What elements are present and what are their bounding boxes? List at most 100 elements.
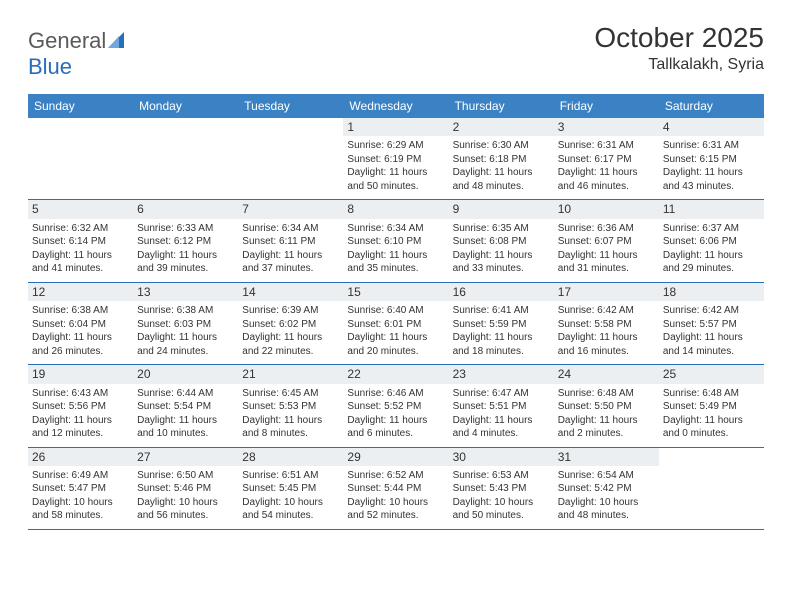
sunset-text: Sunset: 6:02 PM (242, 318, 339, 332)
day-details: Sunrise: 6:37 AMSunset: 6:06 PMDaylight:… (659, 219, 764, 282)
daylight-text: and 46 minutes. (558, 180, 655, 194)
daylight-text: and 41 minutes. (32, 262, 129, 276)
sunrise-text: Sunrise: 6:31 AM (663, 139, 760, 153)
day-cell: 30Sunrise: 6:53 AMSunset: 5:43 PMDayligh… (449, 448, 554, 529)
day-details: Sunrise: 6:47 AMSunset: 5:51 PMDaylight:… (449, 384, 554, 447)
daylight-text: and 0 minutes. (663, 427, 760, 441)
daylight-text: Daylight: 11 hours (558, 166, 655, 180)
sunrise-text: Sunrise: 6:49 AM (32, 469, 129, 483)
sunrise-text: Sunrise: 6:47 AM (453, 387, 550, 401)
daylight-text: and 22 minutes. (242, 345, 339, 359)
daylight-text: Daylight: 11 hours (558, 249, 655, 263)
day-number: 25 (659, 365, 764, 383)
sunrise-text: Sunrise: 6:42 AM (663, 304, 760, 318)
calendar: SundayMondayTuesdayWednesdayThursdayFrid… (28, 94, 764, 530)
day-number: 7 (238, 200, 343, 218)
day-cell: 18Sunrise: 6:42 AMSunset: 5:57 PMDayligh… (659, 283, 764, 364)
sunrise-text: Sunrise: 6:41 AM (453, 304, 550, 318)
sunset-text: Sunset: 5:54 PM (137, 400, 234, 414)
sunset-text: Sunset: 5:50 PM (558, 400, 655, 414)
sunset-text: Sunset: 6:18 PM (453, 153, 550, 167)
day-number (28, 118, 133, 136)
daylight-text: and 2 minutes. (558, 427, 655, 441)
sunrise-text: Sunrise: 6:33 AM (137, 222, 234, 236)
day-cell: 16Sunrise: 6:41 AMSunset: 5:59 PMDayligh… (449, 283, 554, 364)
day-cell: 13Sunrise: 6:38 AMSunset: 6:03 PMDayligh… (133, 283, 238, 364)
day-number: 19 (28, 365, 133, 383)
logo-text: General Blue (28, 28, 128, 80)
daylight-text: and 39 minutes. (137, 262, 234, 276)
daylight-text: Daylight: 11 hours (242, 331, 339, 345)
day-cell: 6Sunrise: 6:33 AMSunset: 6:12 PMDaylight… (133, 200, 238, 281)
daylight-text: and 52 minutes. (347, 509, 444, 523)
day-number: 4 (659, 118, 764, 136)
day-cell: 17Sunrise: 6:42 AMSunset: 5:58 PMDayligh… (554, 283, 659, 364)
sunrise-text: Sunrise: 6:36 AM (558, 222, 655, 236)
sunset-text: Sunset: 6:17 PM (558, 153, 655, 167)
header: General Blue October 2025 Tallkalakh, Sy… (28, 22, 764, 80)
day-cell: 2Sunrise: 6:30 AMSunset: 6:18 PMDaylight… (449, 118, 554, 199)
sunrise-text: Sunrise: 6:53 AM (453, 469, 550, 483)
sunset-text: Sunset: 6:04 PM (32, 318, 129, 332)
daylight-text: and 54 minutes. (242, 509, 339, 523)
sunrise-text: Sunrise: 6:48 AM (663, 387, 760, 401)
day-header-row: SundayMondayTuesdayWednesdayThursdayFrid… (28, 94, 764, 118)
day-number: 10 (554, 200, 659, 218)
title-block: October 2025 Tallkalakh, Syria (594, 22, 764, 74)
daylight-text: and 37 minutes. (242, 262, 339, 276)
day-number: 23 (449, 365, 554, 383)
sunrise-text: Sunrise: 6:35 AM (453, 222, 550, 236)
sunset-text: Sunset: 5:42 PM (558, 482, 655, 496)
daylight-text: and 31 minutes. (558, 262, 655, 276)
day-number: 13 (133, 283, 238, 301)
day-details: Sunrise: 6:36 AMSunset: 6:07 PMDaylight:… (554, 219, 659, 282)
sunset-text: Sunset: 5:46 PM (137, 482, 234, 496)
sunrise-text: Sunrise: 6:46 AM (347, 387, 444, 401)
day-number: 11 (659, 200, 764, 218)
daylight-text: and 14 minutes. (663, 345, 760, 359)
daylight-text: Daylight: 11 hours (558, 414, 655, 428)
sunrise-text: Sunrise: 6:45 AM (242, 387, 339, 401)
sunrise-text: Sunrise: 6:32 AM (32, 222, 129, 236)
logo: General Blue (28, 28, 128, 80)
daylight-text: and 48 minutes. (453, 180, 550, 194)
week-row: 19Sunrise: 6:43 AMSunset: 5:56 PMDayligh… (28, 365, 764, 447)
sail-icon (108, 28, 128, 54)
daylight-text: and 20 minutes. (347, 345, 444, 359)
day-header-cell: Monday (133, 94, 238, 118)
day-details: Sunrise: 6:52 AMSunset: 5:44 PMDaylight:… (343, 466, 448, 529)
day-header-cell: Friday (554, 94, 659, 118)
daylight-text: Daylight: 10 hours (453, 496, 550, 510)
day-details: Sunrise: 6:50 AMSunset: 5:46 PMDaylight:… (133, 466, 238, 529)
daylight-text: Daylight: 10 hours (137, 496, 234, 510)
sunset-text: Sunset: 5:52 PM (347, 400, 444, 414)
day-details: Sunrise: 6:54 AMSunset: 5:42 PMDaylight:… (554, 466, 659, 529)
day-cell: 24Sunrise: 6:48 AMSunset: 5:50 PMDayligh… (554, 365, 659, 446)
day-details: Sunrise: 6:51 AMSunset: 5:45 PMDaylight:… (238, 466, 343, 529)
sunset-text: Sunset: 6:03 PM (137, 318, 234, 332)
day-header-cell: Wednesday (343, 94, 448, 118)
day-details: Sunrise: 6:40 AMSunset: 6:01 PMDaylight:… (343, 301, 448, 364)
sunrise-text: Sunrise: 6:40 AM (347, 304, 444, 318)
daylight-text: Daylight: 11 hours (558, 331, 655, 345)
day-details: Sunrise: 6:29 AMSunset: 6:19 PMDaylight:… (343, 136, 448, 199)
day-cell: 23Sunrise: 6:47 AMSunset: 5:51 PMDayligh… (449, 365, 554, 446)
sunset-text: Sunset: 5:56 PM (32, 400, 129, 414)
sunset-text: Sunset: 6:07 PM (558, 235, 655, 249)
day-number: 30 (449, 448, 554, 466)
day-cell: 28Sunrise: 6:51 AMSunset: 5:45 PMDayligh… (238, 448, 343, 529)
sunrise-text: Sunrise: 6:30 AM (453, 139, 550, 153)
day-number (238, 118, 343, 136)
day-cell: 4Sunrise: 6:31 AMSunset: 6:15 PMDaylight… (659, 118, 764, 199)
day-number: 2 (449, 118, 554, 136)
day-cell: 7Sunrise: 6:34 AMSunset: 6:11 PMDaylight… (238, 200, 343, 281)
empty-cell (133, 118, 238, 199)
daylight-text: and 56 minutes. (137, 509, 234, 523)
daylight-text: Daylight: 11 hours (453, 414, 550, 428)
day-number: 22 (343, 365, 448, 383)
daylight-text: Daylight: 11 hours (32, 331, 129, 345)
day-details: Sunrise: 6:44 AMSunset: 5:54 PMDaylight:… (133, 384, 238, 447)
day-details: Sunrise: 6:46 AMSunset: 5:52 PMDaylight:… (343, 384, 448, 447)
day-details: Sunrise: 6:53 AMSunset: 5:43 PMDaylight:… (449, 466, 554, 529)
sunrise-text: Sunrise: 6:50 AM (137, 469, 234, 483)
